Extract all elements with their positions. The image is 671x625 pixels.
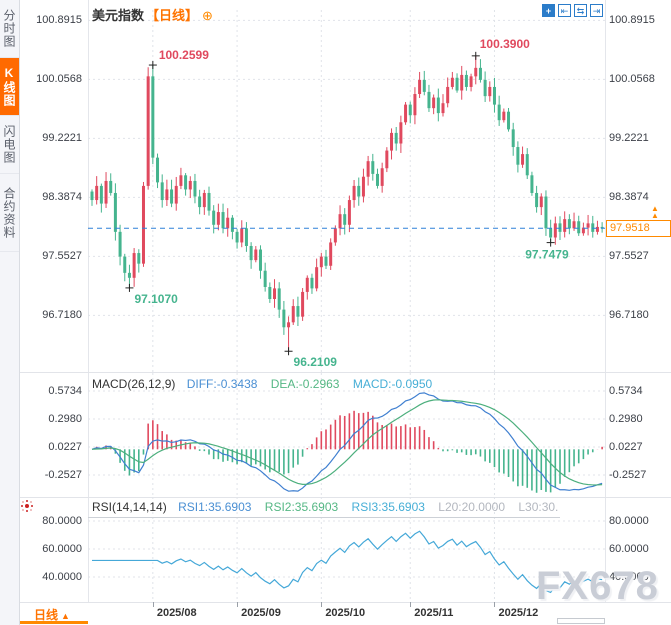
rsi-axis-label-left: 40.0000 — [42, 571, 82, 583]
price-axis-label-right: 100.0568 — [609, 73, 655, 86]
rsi-panel-separator — [0, 497, 671, 498]
price-annotation: 96.2109 — [294, 355, 338, 369]
macd-axis-label-left: 0.0227 — [48, 441, 82, 453]
macd-macd-value: MACD:-0.0950 — [352, 377, 433, 391]
time-axis-tick — [410, 602, 412, 607]
main-candlestick-canvas[interactable]: 100.2599 97.1070 96.2109 100.3900 97.7479 — [88, 0, 605, 372]
period-tag: 【日线】 — [146, 8, 199, 23]
time-axis-label: 2025/12 — [498, 607, 539, 619]
price-annotation: 100.3900 — [480, 37, 530, 51]
sidebar-item-2[interactable]: K线图 — [0, 58, 19, 116]
current-price-badge: 97.9518 — [606, 220, 671, 238]
chevron-up-icon: ▲ — [61, 611, 70, 621]
time-axis-separator — [0, 602, 671, 603]
macd-diff-value: DIFF:-0.3438 — [186, 377, 258, 391]
watermark: FX678 — [536, 564, 659, 608]
macd-axis-label-left: 0.2980 — [48, 413, 82, 425]
rsi-header: RSI(14,14,14) RSI1:35.6903 RSI2:35.6903 … — [92, 500, 558, 514]
symbol-title: 美元指数 — [92, 8, 145, 23]
scrollbar-filled-segment — [20, 621, 88, 624]
price-axis-label-right: 99.2221 — [609, 132, 649, 145]
price-annotation: 100.2599 — [159, 48, 209, 62]
sidebar: 分时图 K线图 闪电图 合约资料 — [0, 0, 20, 625]
price-axis-label-left: 99.2221 — [42, 132, 82, 145]
chart-toolbar: + ⇤ ⇆ ⇥ — [542, 4, 603, 17]
price-axis-label-left: 100.0568 — [36, 73, 82, 86]
period-tab-daily[interactable]: 日线 ▲ — [34, 606, 70, 623]
price-axis-label-left: 96.7180 — [42, 309, 82, 322]
zoom-left-icon[interactable]: ⇤ — [558, 4, 571, 17]
rsi3-value: RSI3:35.6903 — [351, 500, 425, 514]
price-axis-label-left: 97.5527 — [42, 250, 82, 263]
plot-right-border — [605, 0, 606, 602]
time-axis-label: 2025/09 — [241, 607, 281, 619]
price-axis-label-left: 98.3874 — [42, 191, 82, 204]
goto-latest-icon[interactable]: ⇥ — [590, 4, 603, 17]
rsi-axis-label-right: 40.0000 — [609, 571, 649, 583]
macd-dea-value: DEA:-0.2963 — [270, 377, 340, 391]
rsi1-value: RSI1:35.6903 — [178, 500, 252, 514]
macd-axis-label-right: -0.2527 — [609, 469, 647, 481]
macd-axis-label-right: 0.0227 — [609, 441, 643, 453]
rsi-level-line — [88, 517, 560, 518]
chart-header: 美元指数 【日线】 ⊕ — [92, 5, 213, 24]
macd-axis-label-right: 0.5734 — [609, 384, 643, 397]
macd-axis-label-left: 0.5734 — [48, 384, 82, 397]
time-axis-tick — [494, 602, 496, 607]
macd-axis-label-left: -0.2527 — [44, 469, 82, 481]
period-tab-label: 日线 — [34, 608, 59, 622]
indicator-settings-icon[interactable] — [22, 501, 32, 511]
macd-title: MACD(26,12,9) — [92, 377, 176, 391]
price-axis-label-right: 97.5527 — [609, 250, 649, 263]
plot-left-border — [88, 0, 89, 602]
rsi2-value: RSI2:35.6903 — [264, 500, 339, 514]
price-axis-label-left: 100.8915 — [36, 14, 82, 27]
price-axis-label-right: 98.3874 — [609, 191, 649, 204]
time-axis-tick — [237, 602, 239, 607]
scrollbar-thumb[interactable] — [557, 618, 605, 624]
time-axis-label: 2025/11 — [414, 607, 454, 619]
rsi-title: RSI(14,14,14) — [92, 500, 167, 514]
price-up-arrows-icon: ▲ ▲ — [651, 204, 659, 220]
add-indicator-icon[interactable]: ⊕ — [202, 8, 213, 23]
rsi-l20-value: L20:20.0000 — [438, 500, 505, 514]
price-axis-label-right: 100.8915 — [609, 14, 655, 27]
macd-panel-separator — [0, 372, 671, 373]
rsi-canvas[interactable] — [88, 497, 605, 603]
macd-axis-label-right: 0.2980 — [609, 413, 643, 425]
rsi-axis-label-right: 60.0000 — [609, 543, 649, 555]
rsi-axis-label-right: 80.0000 — [609, 515, 649, 527]
sidebar-item-3[interactable]: 闪电图 — [0, 116, 19, 174]
macd-header: MACD(26,12,9) DIFF:-0.3438 DEA:-0.2963 M… — [92, 377, 432, 391]
price-axis-label-right: 96.7180 — [609, 309, 649, 322]
sidebar-item-4[interactable]: 合约资料 — [0, 174, 19, 252]
rsi-l30-value: L30:30. — [518, 500, 559, 514]
time-axis-tick — [152, 602, 154, 607]
rsi-axis-label-left: 60.0000 — [42, 543, 82, 555]
price-annotation: 97.7479 — [525, 248, 569, 262]
pan-icon[interactable]: + — [542, 4, 555, 17]
macd-canvas[interactable] — [88, 373, 605, 497]
price-annotation: 97.1070 — [134, 292, 178, 306]
zoom-range-icon[interactable]: ⇆ — [574, 4, 587, 17]
time-axis-tick — [321, 602, 323, 607]
current-price-value: 97.9518 — [610, 222, 650, 235]
time-axis-label: 2025/10 — [325, 607, 366, 619]
sidebar-item-1[interactable]: 分时图 — [0, 0, 19, 58]
time-axis-label: 2025/08 — [156, 607, 197, 619]
rsi-axis-label-left: 80.0000 — [42, 515, 82, 527]
